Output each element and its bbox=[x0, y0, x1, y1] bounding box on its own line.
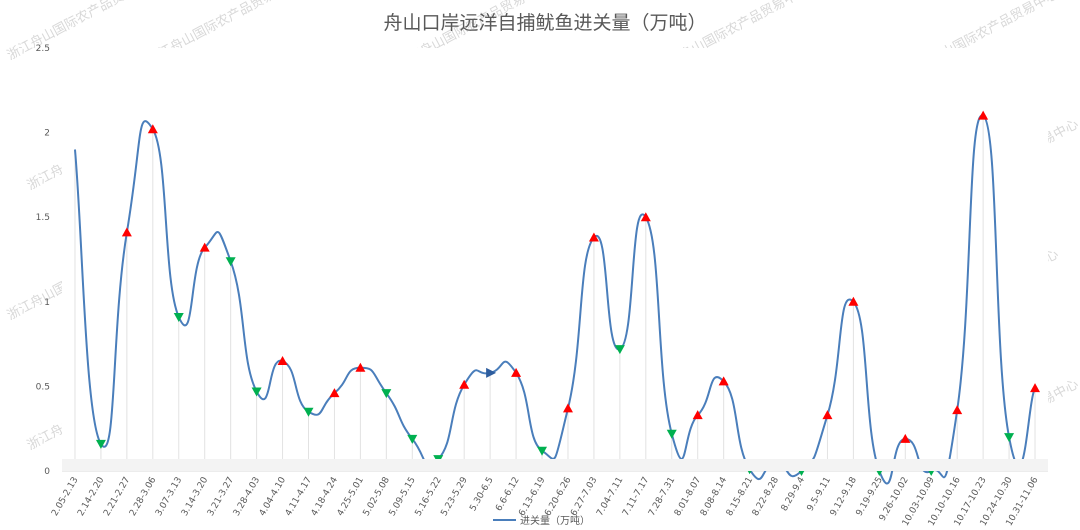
data-point-marker-down bbox=[251, 387, 262, 397]
x-tick-label: 8.29-9.4 bbox=[780, 475, 808, 513]
plot-area: 00.511.522.5 2.05-2.132.14-2.202.21-2.27… bbox=[36, 44, 1048, 528]
legend-label: 进关量（万吨） bbox=[520, 514, 590, 527]
data-point-marker-up bbox=[147, 124, 158, 134]
data-point-marker-down bbox=[303, 407, 314, 417]
y-tick-label: 2 bbox=[44, 129, 50, 139]
data-point-marker-up bbox=[900, 433, 911, 443]
data-point-marker-up bbox=[329, 388, 340, 398]
data-point-marker-up bbox=[952, 405, 963, 415]
data-point-marker-down bbox=[381, 389, 392, 399]
data-point-marker-down bbox=[666, 429, 677, 439]
data-point-marker-down bbox=[1004, 433, 1015, 443]
y-tick-label: 0.5 bbox=[36, 382, 50, 392]
data-point-marker-right bbox=[486, 367, 497, 378]
data-point-marker-up bbox=[822, 410, 833, 420]
data-point-marker-up bbox=[459, 379, 470, 389]
data-point-marker-up bbox=[199, 242, 210, 252]
y-tick-label: 1.5 bbox=[36, 213, 50, 223]
data-point-marker-up bbox=[355, 362, 366, 372]
chart-title: 舟山口岸远洋自捕鱿鱼进关量（万吨） bbox=[383, 12, 706, 34]
plot-background bbox=[62, 48, 1048, 471]
data-point-marker-up bbox=[692, 410, 703, 420]
plot-floor bbox=[62, 459, 1048, 471]
data-point-marker-up bbox=[511, 367, 522, 377]
data-point-marker-down bbox=[95, 439, 106, 449]
data-point-marker-up bbox=[718, 376, 729, 386]
data-point-marker-up bbox=[121, 227, 132, 237]
x-tick-label: 8.22-8.28 bbox=[751, 475, 781, 518]
y-axis: 0 0.5 1 1.5 2 2.5 bbox=[36, 44, 51, 477]
x-tick-label: 9.5-9.11 bbox=[806, 476, 833, 514]
y-tick-label: 1 bbox=[44, 298, 50, 308]
x-tick-label: 5.30-6.5 bbox=[468, 476, 495, 514]
y-tick-label: 2.5 bbox=[36, 44, 50, 54]
x-tick-label: 6.6-6.12 bbox=[494, 476, 521, 514]
series-markers bbox=[95, 110, 1041, 476]
x-tick-label: 5.23-5.29 bbox=[439, 475, 469, 518]
data-point-marker-up bbox=[978, 110, 989, 120]
data-point-marker-up bbox=[588, 232, 599, 242]
data-point-marker-down bbox=[173, 313, 184, 323]
legend[interactable]: 进关量（万吨） bbox=[493, 514, 590, 527]
data-point-marker-up bbox=[277, 356, 288, 366]
data-point-marker-up bbox=[640, 212, 651, 222]
data-point-marker-up bbox=[562, 403, 573, 413]
data-point-marker-down bbox=[407, 434, 418, 444]
data-point-marker-down bbox=[614, 345, 625, 355]
data-point-marker-down bbox=[537, 446, 548, 456]
data-point-marker-up bbox=[848, 296, 859, 306]
y-tick-label: 0 bbox=[44, 467, 50, 477]
data-point-marker-down bbox=[225, 257, 236, 267]
data-point-marker-up bbox=[1030, 383, 1041, 393]
